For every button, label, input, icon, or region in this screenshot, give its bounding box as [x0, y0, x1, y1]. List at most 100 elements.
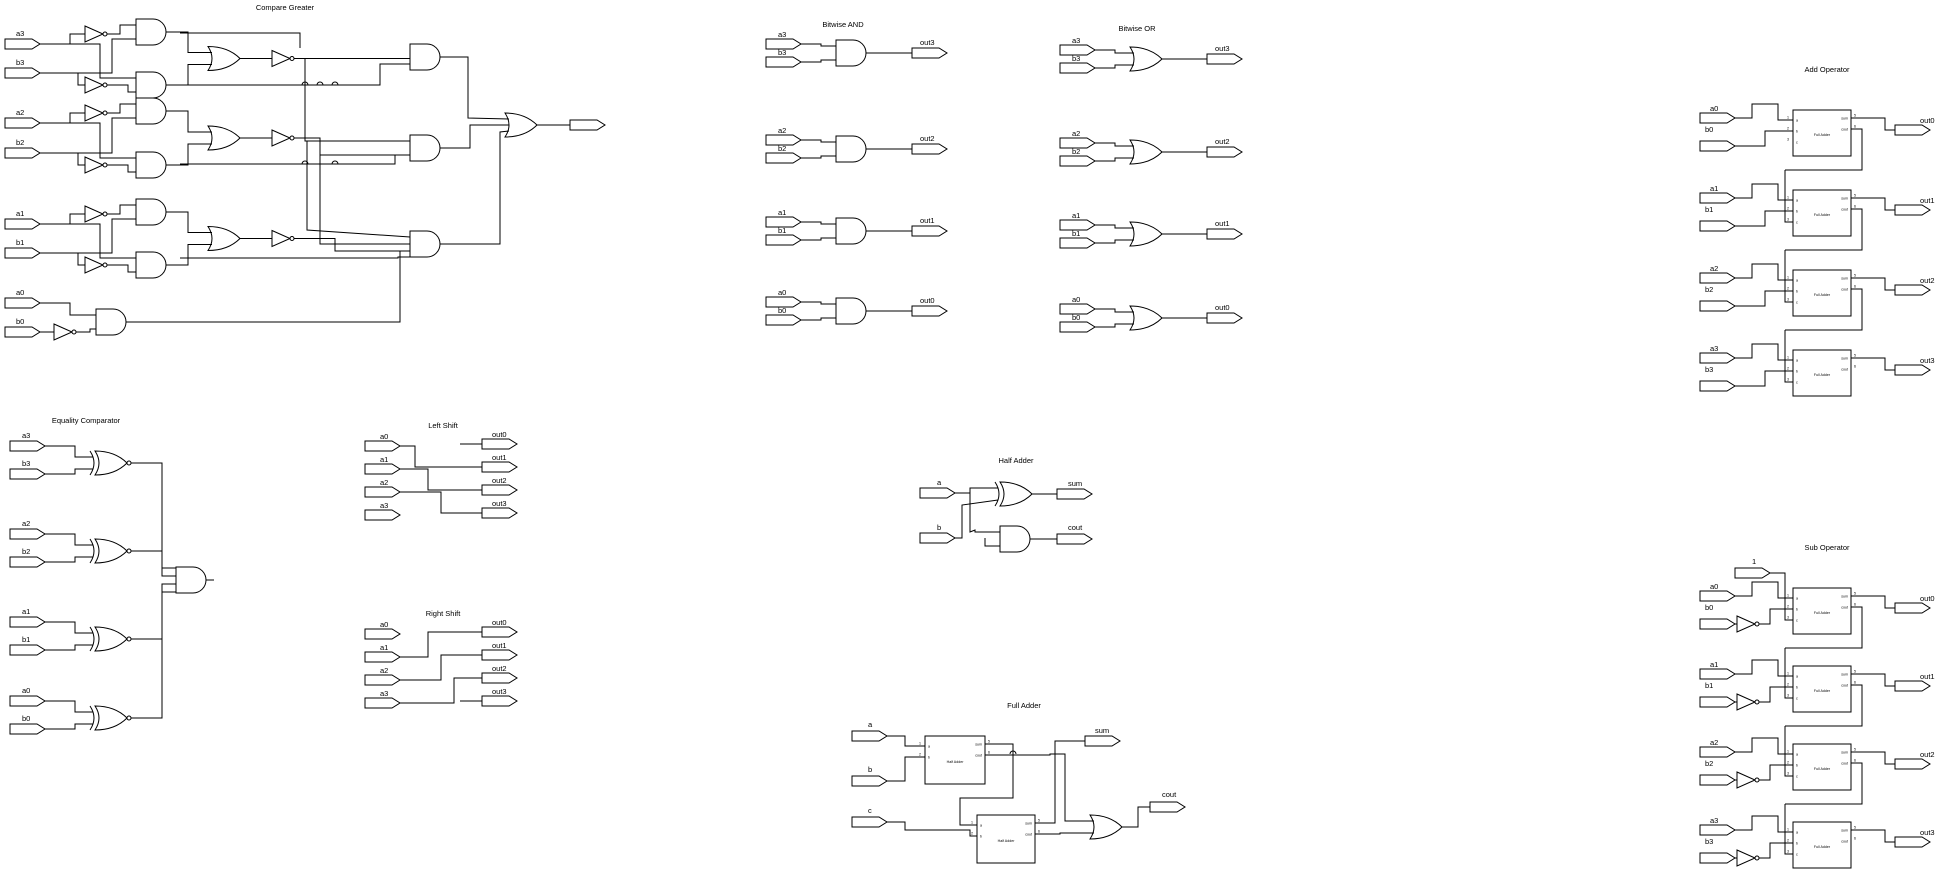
wire: [78, 117, 136, 154]
block-pin-2: c: [1796, 853, 1798, 857]
wire: [1035, 832, 1094, 835]
compare-greater-input-label-a0: a0: [16, 288, 24, 297]
add-operator-title: Add Operator: [1804, 65, 1850, 74]
wire: [400, 677, 482, 704]
and-gate: [135, 18, 167, 46]
block-pin-0: a: [1796, 597, 1798, 601]
sub-operator-full-adder-block: [1792, 587, 1852, 635]
xor-gate-back-curve: [89, 705, 95, 731]
sub-operator-pin-a3: [1699, 824, 1736, 836]
equality-comparator-title: Equality Comparator: [52, 416, 121, 425]
bitwise-or-output-label-out0: out0: [1215, 303, 1230, 312]
block-pin-number: 2: [1787, 605, 1789, 609]
add-operator-output-out1: [1894, 204, 1931, 216]
bitwise-or-title: Bitwise OR: [1118, 24, 1156, 33]
block-pin-number: 2: [1787, 683, 1789, 687]
block-pin-number: 3: [1787, 850, 1789, 854]
wire: [1759, 686, 1793, 703]
wire: [1851, 595, 1895, 609]
left-shift-input-label-a0: a0: [380, 432, 388, 441]
wire: [45, 723, 93, 730]
block-pin-number: 5: [1854, 670, 1856, 674]
equality-comparator-pin-a2: [9, 528, 46, 540]
bitwise-or-output-out2: [1206, 146, 1243, 158]
block-pin-out-0: sum: [1841, 117, 1848, 121]
wire: [319, 155, 410, 245]
inversion-bubble: [71, 329, 77, 335]
wire: [166, 244, 212, 266]
wire: [440, 130, 510, 245]
wire: [306, 141, 411, 238]
wire: [107, 164, 136, 173]
add-operator-pin-a2: [1699, 272, 1736, 284]
left-shift-output-pin-out2: [481, 484, 518, 496]
wire: [294, 137, 410, 156]
wire: [887, 821, 977, 837]
block-pin-number: 3: [1787, 694, 1789, 698]
right-shift-input-label-a1: a1: [380, 643, 388, 652]
bitwise-and-input-b1: b1: [778, 226, 786, 235]
wire: [1095, 308, 1134, 313]
bitwise-or-input-b3: b3: [1072, 54, 1080, 63]
inversion-bubble: [1754, 855, 1760, 861]
or-gate: [1129, 139, 1163, 165]
block-pin-number: 1: [1787, 672, 1789, 676]
full-adder-title: Full Adder: [1007, 701, 1041, 710]
block-pin-out-0: sum: [1841, 829, 1848, 833]
full-adder-half-adder-block: [976, 814, 1036, 864]
wire: [1122, 806, 1150, 828]
inversion-bubble: [289, 236, 295, 241]
block-pin-number: 2: [1787, 287, 1789, 291]
inverter: [1736, 693, 1757, 711]
block-label: Full Adder: [1814, 689, 1831, 693]
wire: [1784, 648, 1793, 699]
wire: [801, 43, 836, 47]
add-operator-input-b1: b1: [1705, 205, 1713, 214]
inverter: [271, 229, 292, 248]
block-pin-number: 2: [1787, 367, 1789, 371]
right-shift-output-label-out0: out0: [492, 618, 507, 627]
sub-operator-input-a2: a2: [1710, 738, 1718, 747]
add-operator-input-b0: b0: [1705, 125, 1713, 134]
wire: [40, 152, 85, 166]
block-pin-1: b: [928, 756, 930, 760]
inversion-bubble: [102, 162, 108, 168]
bitwise-and-pin-a0: [765, 296, 802, 308]
block-pin-number: 3: [1787, 138, 1789, 142]
bitwise-and-input-b0: b0: [778, 306, 786, 315]
inverter: [84, 256, 105, 274]
compare-greater-input-pin-b3: [4, 67, 41, 79]
wire: [40, 302, 96, 316]
inverter: [84, 76, 105, 94]
sub-operator-pin-a0: [1699, 590, 1736, 602]
compare-greater-input-label-b2: b2: [16, 138, 24, 147]
full-adder-input-label-c: c: [868, 806, 872, 815]
bitwise-or-pin-a3: [1059, 44, 1096, 56]
wire: [400, 445, 482, 468]
block-pin-number: 1: [971, 821, 973, 825]
wire: [1095, 142, 1134, 147]
compare-greater-input-label-a1: a1: [16, 209, 24, 218]
block-pin-out-1: cout: [1841, 208, 1848, 212]
wire: [1735, 370, 1793, 387]
full-adder-input-pin-c: [851, 816, 888, 828]
block-pin-out-1: cout: [1841, 840, 1848, 844]
and-gate: [175, 566, 207, 594]
equality-comparator-input-b3: b3: [22, 459, 30, 468]
block-pin-0: a: [1796, 279, 1798, 283]
inversion-bubble: [126, 460, 132, 466]
block-pin-0: a: [928, 745, 930, 749]
wire: [1784, 330, 1793, 383]
or-gate: [207, 45, 241, 72]
wire: [304, 58, 410, 142]
wire: [1095, 323, 1134, 328]
bitwise-and-pin-a3: [765, 38, 802, 50]
bitwise-or-pin-a1: [1059, 219, 1096, 231]
block-pin-number: 5: [1854, 826, 1856, 830]
block-pin-1: b: [1796, 290, 1798, 294]
wire: [1851, 829, 1895, 843]
block-pin-0: a: [1796, 831, 1798, 835]
block-pin-number: 2: [1787, 761, 1789, 765]
wire: [166, 31, 212, 53]
xnor-gate: [94, 626, 128, 652]
